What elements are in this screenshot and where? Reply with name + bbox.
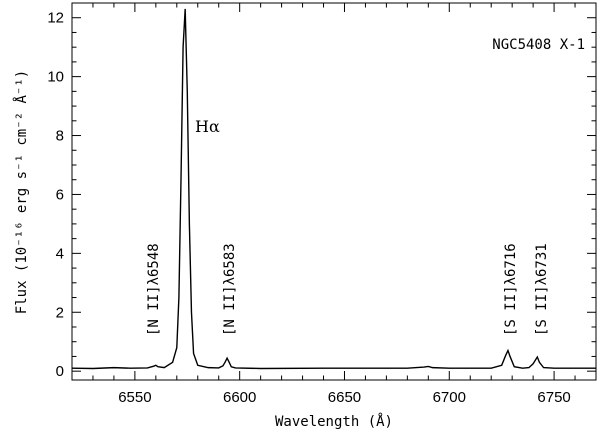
y-tick-label: 10	[47, 69, 64, 86]
plot-frame	[71, 2, 597, 381]
spectrum-line	[71, 8, 596, 370]
object-label: NGC5408 X-1	[492, 37, 585, 53]
x-tick-label: 6550	[118, 389, 151, 406]
x-tick-label: 6750	[537, 389, 570, 406]
y-tick-label: 2	[56, 304, 64, 321]
line-label-nii-6583: [N II]λ6583	[222, 243, 238, 336]
y-tick-label: 8	[56, 128, 64, 145]
axis-tick-labels: 6550 6600 6650 6700 6750 0 2 4 6 8 10 12	[47, 10, 570, 406]
x-tick-label: 6600	[223, 389, 256, 406]
x-tick-label: 6650	[328, 389, 361, 406]
y-tick-label: 4	[56, 245, 64, 262]
line-label-sii-6731: [S II]λ6731	[534, 243, 550, 336]
axis-ticks	[71, 2, 597, 380]
y-tick-label: 12	[47, 10, 64, 27]
y-tick-label: 0	[56, 363, 64, 380]
line-label-sii-6716: [S II]λ6716	[503, 243, 519, 336]
line-label-nii-6548: [N II]λ6548	[146, 243, 162, 336]
x-axis-label: Wavelength (Å)	[275, 413, 393, 430]
y-axis-label: Flux (10⁻¹⁶ erg s⁻¹ cm⁻² Å⁻¹)	[13, 70, 30, 314]
halpha-label: Hα	[195, 117, 220, 136]
x-tick-label: 6700	[433, 389, 466, 406]
y-tick-label: 6	[56, 186, 64, 203]
